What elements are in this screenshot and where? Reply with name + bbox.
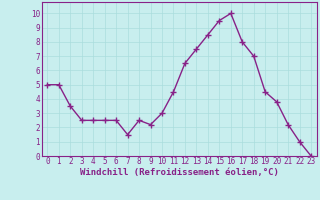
X-axis label: Windchill (Refroidissement éolien,°C): Windchill (Refroidissement éolien,°C) bbox=[80, 168, 279, 177]
